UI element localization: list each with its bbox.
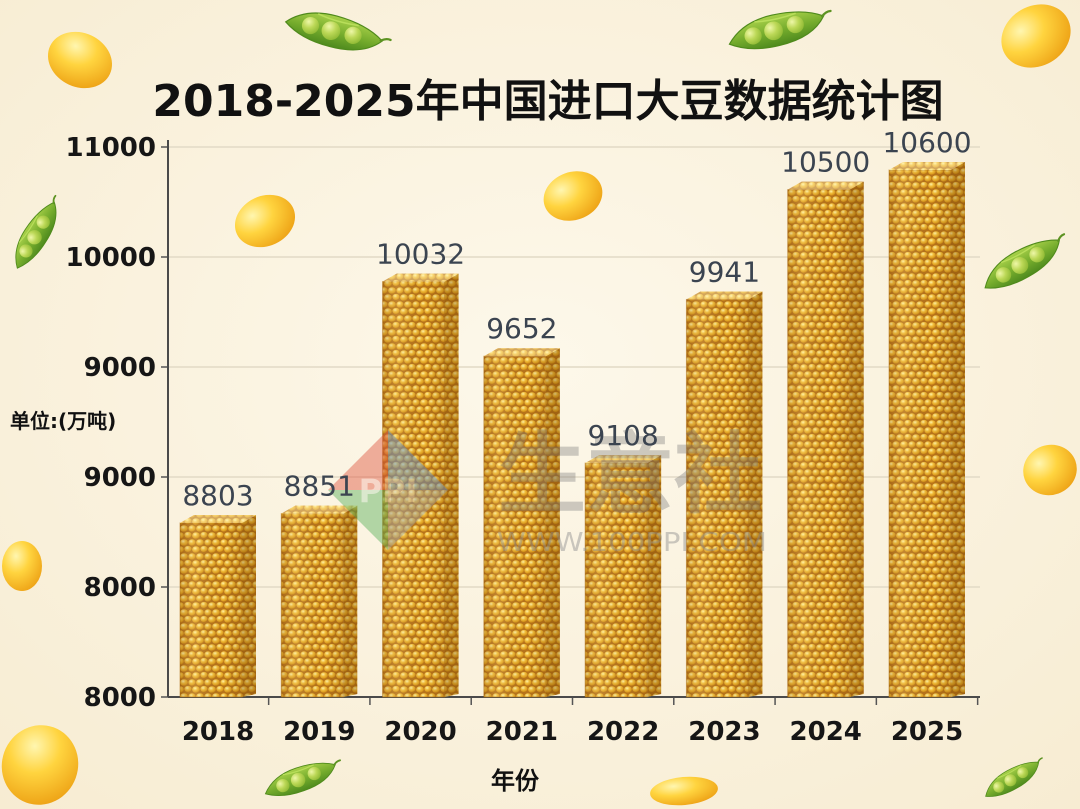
data-label: 8851 [284, 470, 355, 503]
bar [787, 181, 864, 698]
x-tick-label: 2021 [486, 717, 558, 747]
bar-top-highlight [382, 273, 459, 282]
bar-top [889, 162, 965, 170]
bar-side [242, 515, 256, 697]
y-tick-label: 10000 [66, 243, 156, 273]
soybean-decoration [1001, 4, 1071, 68]
bar-front-shade [686, 299, 749, 697]
chart-title: 2018-2025年中国进口大豆数据统计图 [152, 76, 943, 127]
bar-front-shade [382, 281, 445, 697]
y-tick-label: 8000 [84, 683, 156, 713]
bar-front-shade [483, 356, 546, 697]
data-label: 10600 [882, 126, 971, 159]
bar-top [787, 181, 864, 190]
bar [888, 162, 965, 698]
soybean-decoration [47, 31, 113, 89]
x-tick-label: 2022 [587, 717, 659, 747]
bar-side-shade [951, 162, 965, 697]
bar-front-shade [180, 523, 242, 697]
bar-side-shade [545, 348, 560, 697]
bars [179, 162, 965, 698]
soybean-decoration [650, 776, 718, 806]
bar-front-shade [787, 189, 850, 697]
bar-front-shade [281, 513, 344, 697]
x-axis-label: 年份 [491, 767, 540, 795]
y-axis-label: 单位:(万吨) [10, 409, 116, 433]
data-label: 9652 [486, 312, 557, 345]
bar-top-highlight [585, 455, 662, 464]
bar-top [585, 455, 662, 464]
bar-top-highlight [686, 291, 763, 300]
bar-side [951, 162, 965, 697]
bar-top-highlight [281, 505, 358, 514]
bar-top [382, 273, 459, 282]
y-tick-label: 8000 [84, 573, 156, 603]
data-label: 10032 [376, 238, 465, 271]
x-tick-labels: 2018 2019 2020 2021 2022 2023 2024 2025 [182, 717, 963, 747]
bar-top [686, 291, 763, 300]
data-label: 9108 [588, 419, 659, 452]
watermark-url: WWW.100PPI.COM [497, 528, 767, 558]
bar-top-highlight [889, 162, 965, 170]
x-tick-label: 2024 [790, 717, 862, 747]
bar-top [180, 515, 256, 523]
bar-side-shade [242, 515, 256, 697]
bar [584, 455, 662, 698]
bar-front-shade [585, 463, 648, 697]
bar-side [343, 505, 358, 697]
x-tick-label: 2020 [384, 717, 456, 747]
bar-side-shade [343, 505, 358, 697]
soybean-decoration [1023, 444, 1077, 496]
bar-top-highlight [483, 348, 560, 357]
data-label: 9941 [689, 255, 760, 288]
bar [179, 515, 256, 698]
bar-side [444, 273, 459, 697]
watermark: PPI 生意社 WWW.100PPI.COM [328, 423, 767, 558]
data-labels: 8803 8851 10032 9652 9108 9941 10500 10600 [182, 126, 971, 512]
bar-side-shade [748, 291, 763, 697]
y-tick-label: 9000 [84, 463, 156, 493]
bar [685, 291, 763, 698]
x-tick-label: 2023 [688, 717, 760, 747]
data-label: 8803 [182, 479, 253, 512]
bar-side [748, 291, 763, 697]
watermark-brand: 生意社 [498, 423, 762, 526]
watermark-logo-text: PPI [359, 472, 418, 510]
data-label: 10500 [781, 146, 870, 179]
bar-side [849, 181, 864, 697]
bar-side-shade [849, 181, 864, 697]
soybean-decoration [2, 541, 42, 591]
bar-top-highlight [787, 181, 864, 190]
soybean-decoration [543, 171, 603, 221]
x-tick-label: 2025 [891, 717, 963, 747]
bar [280, 505, 358, 698]
x-tick-label: 2018 [182, 717, 254, 747]
bar-side-shade [647, 455, 662, 697]
bar [382, 273, 459, 698]
bar-top-highlight [180, 515, 256, 523]
watermark-logo: PPI [328, 430, 448, 550]
bar-top [483, 348, 560, 357]
x-tick-label: 2019 [283, 717, 355, 747]
soybean-decoration [234, 194, 296, 248]
bar-side [545, 348, 560, 697]
bar-front-shade [889, 170, 951, 697]
bar-side-shade [444, 273, 459, 697]
bar [483, 348, 560, 698]
bar-side [647, 455, 662, 697]
soybean-decoration [1, 725, 79, 805]
y-tick-label: 9000 [84, 353, 156, 383]
bar-top [281, 505, 358, 514]
y-tick-labels: 8000 8000 9000 9000 10000 11000 [66, 133, 156, 713]
y-tick-label: 11000 [66, 133, 156, 163]
